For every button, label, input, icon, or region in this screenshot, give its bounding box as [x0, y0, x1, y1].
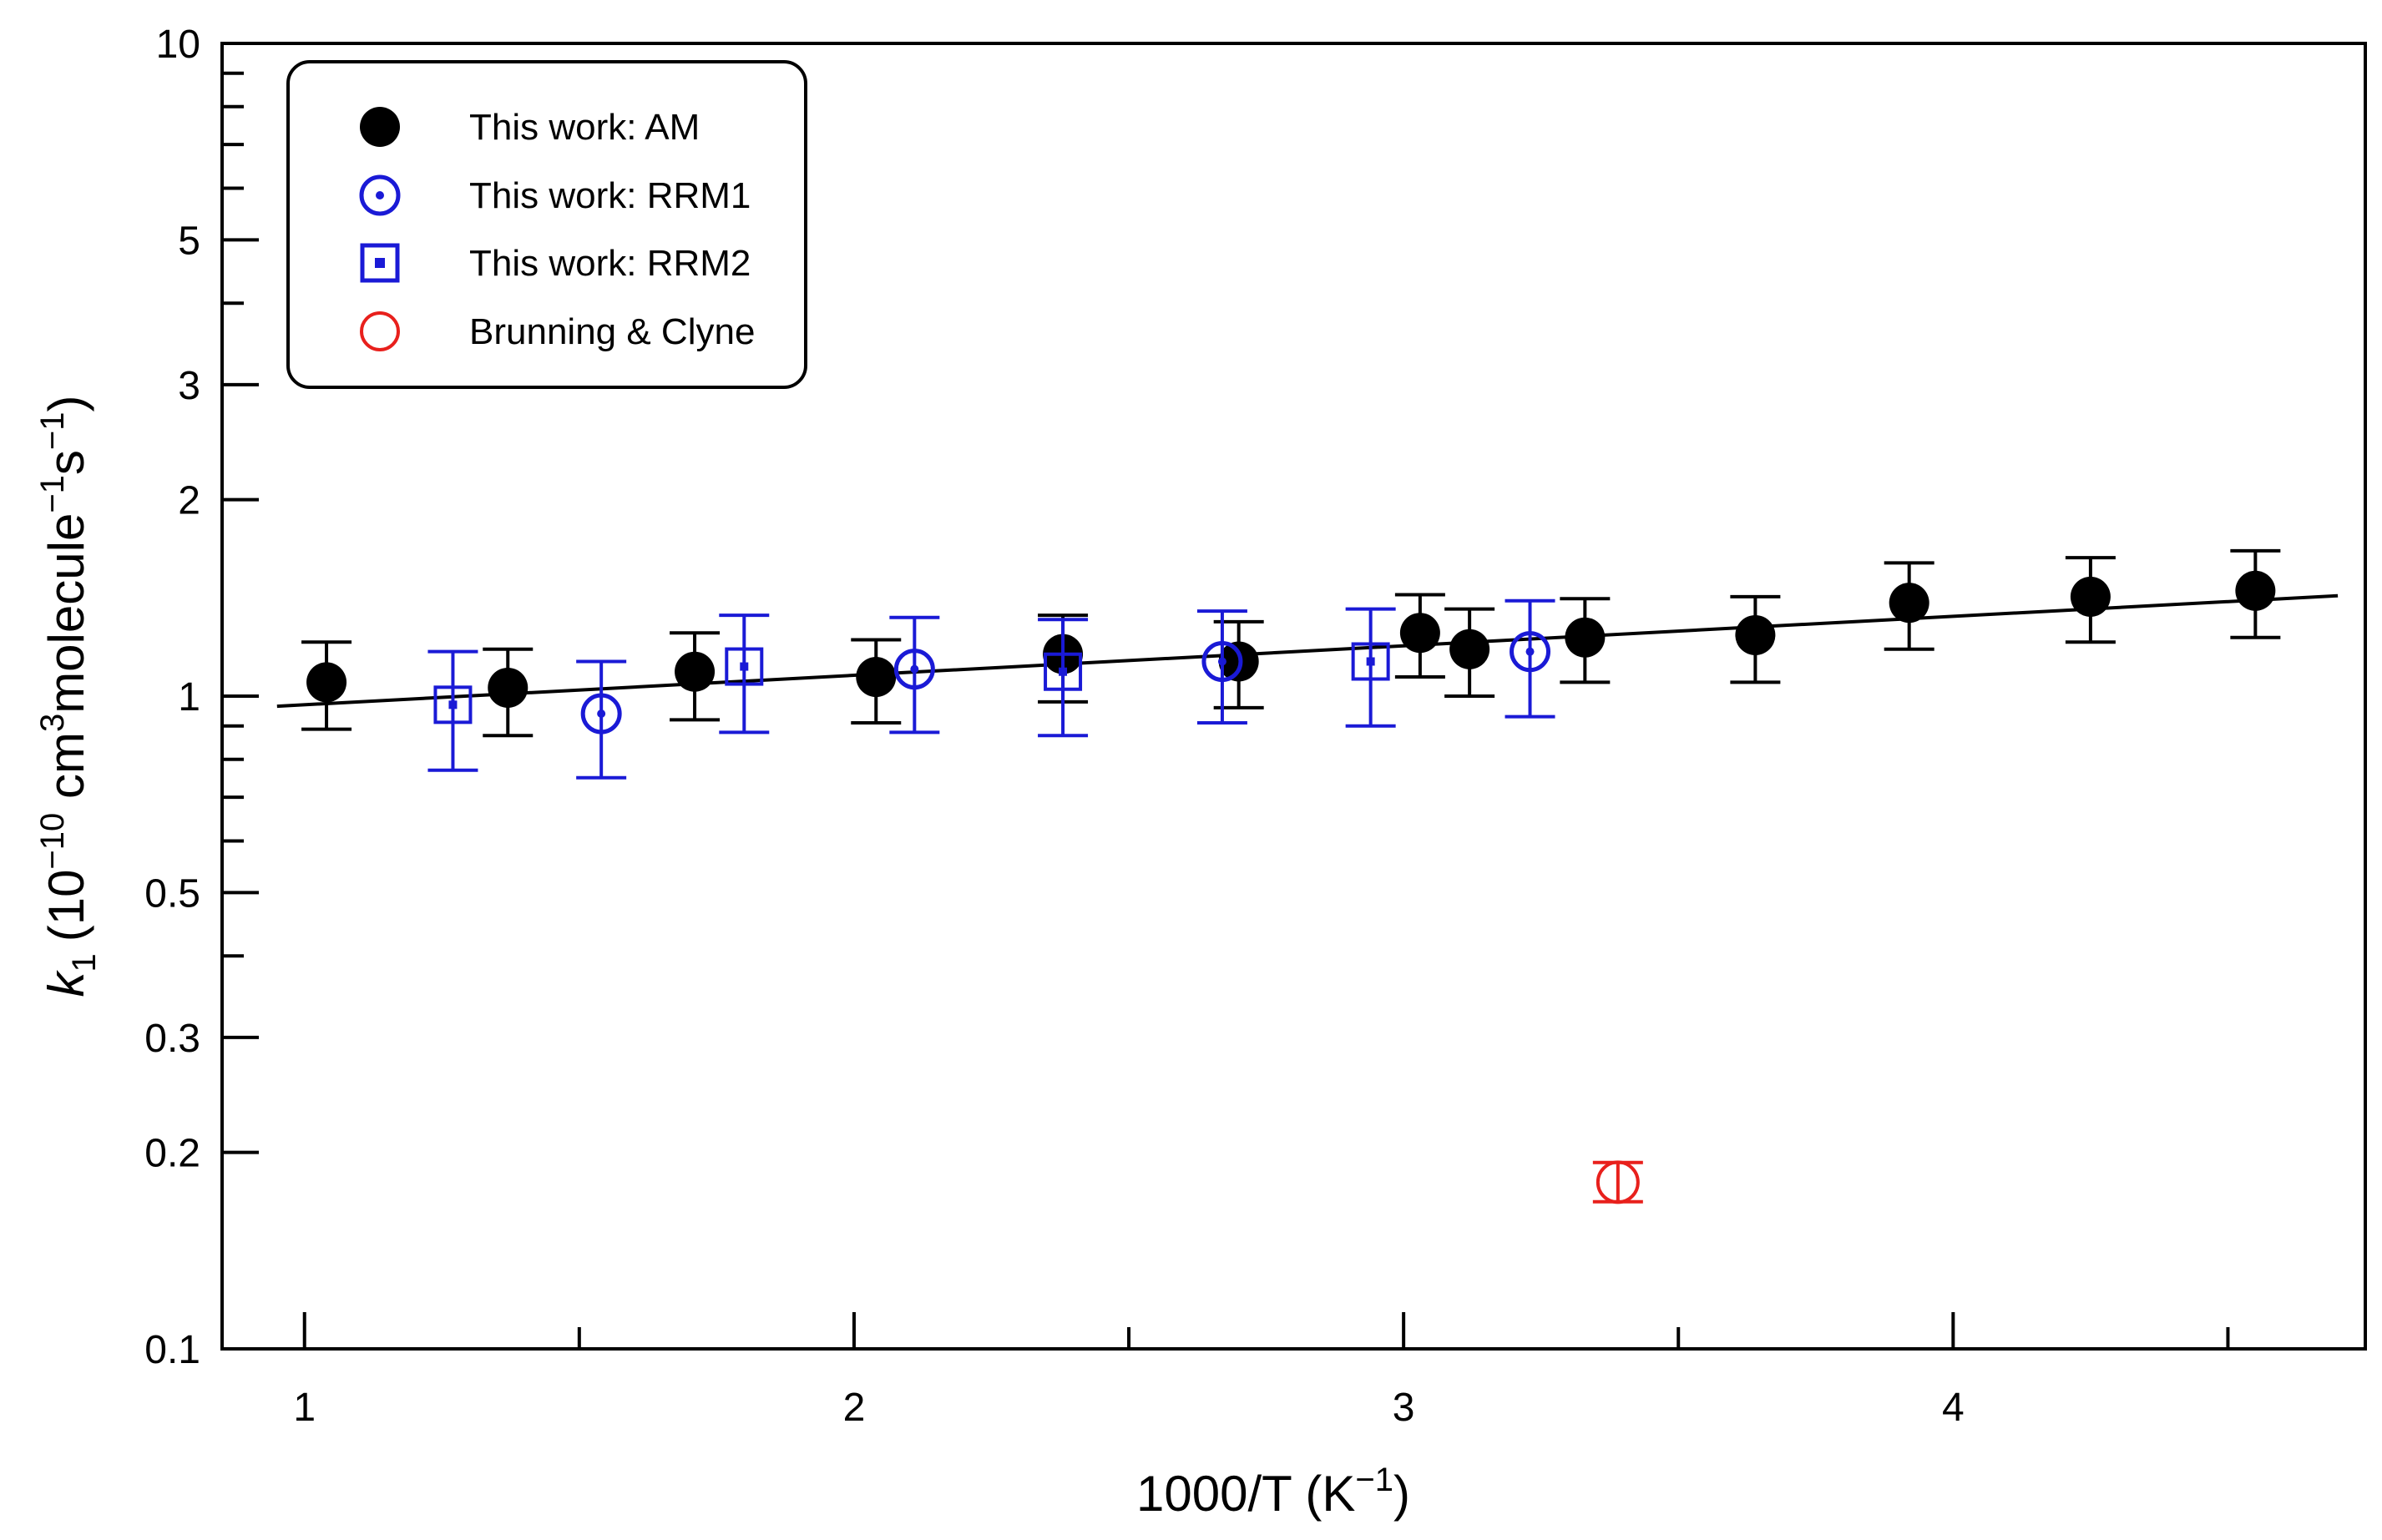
legend-label-rrm2: This work: RRM2 [469, 243, 751, 284]
rrm2-point-dot [1366, 657, 1375, 666]
rrm2-point-dot [740, 662, 749, 671]
am-point [1565, 617, 1606, 658]
y-axis-title-exp1: −10 [34, 813, 71, 870]
rrm2-point [433, 685, 473, 725]
y-tick-label: 5 [178, 219, 200, 263]
legend-marker-brunning-clyne [360, 311, 400, 351]
am-point [306, 662, 347, 703]
legend-item-am: This work: AM [360, 107, 700, 148]
y-tick-label: 0.2 [144, 1132, 200, 1176]
y-tick-label: 10 [156, 23, 200, 67]
am-point [2070, 576, 2111, 617]
y-tick-label: 2 [178, 479, 200, 523]
y-tick-label: 3 [178, 364, 200, 408]
rrm1-point [1510, 631, 1551, 673]
legend-marker-rrm2-dot [375, 258, 385, 268]
y-axis-title-unit-b: molecule [38, 513, 94, 714]
x-axis-title: 1000/T (K−1) [1136, 1462, 1410, 1522]
legend-label-am: This work: AM [469, 107, 700, 148]
legend-marker-rrm1-ring [359, 174, 401, 216]
brunning-clyne-point [1596, 1160, 1640, 1204]
y-tick-label: 0.1 [144, 1328, 200, 1372]
y-axis-title-open: (10 [38, 870, 94, 942]
legend-item-brunning-clyne: Brunning & Clyne [360, 311, 755, 352]
y-axis-title-unit-c: s [38, 450, 94, 475]
legend-marker-rrm2-square [360, 243, 400, 283]
y-tick-label: 0.3 [144, 1017, 200, 1061]
rrm2-point [1351, 642, 1390, 681]
am-point [856, 657, 897, 698]
legend-item-rrm2: This work: RRM2 [360, 243, 751, 284]
rrm1-point [1201, 640, 1243, 682]
x-tick-label: 3 [1393, 1386, 1415, 1430]
y-axis-title-unit-a: cm [38, 732, 94, 813]
rrm2-point-dot [448, 700, 458, 709]
legend-box [286, 60, 807, 389]
y-axis-title-exp3: −1 [34, 475, 71, 513]
rrm2-point-dot [1059, 667, 1068, 676]
x-axis-title-close: ) [1393, 1466, 1410, 1522]
legend-marker-am [360, 107, 400, 147]
y-axis-title: k1(10−10 cm3molecule−1s−1) [34, 395, 103, 997]
y-axis-title-exp2: 3 [34, 714, 71, 732]
am-point [2235, 570, 2276, 611]
x-tick-label: 2 [843, 1386, 866, 1430]
legend-label-rrm1: This work: RRM1 [469, 175, 751, 216]
am-point [675, 651, 716, 692]
legend: This work: AM This work: RRM1 This work:… [286, 60, 807, 389]
fit-line [276, 593, 2339, 709]
legend-marker-rrm1-dot [376, 191, 384, 199]
rrm1-point-dot [1217, 657, 1226, 666]
rrm1-point-dot [597, 709, 606, 719]
y-axis-title-subscript: 1 [66, 953, 103, 972]
am-point [1889, 583, 1929, 624]
x-axis-title-main: 1000/T (K [1136, 1466, 1355, 1522]
y-tick-label: 1 [178, 675, 200, 720]
legend-item-rrm1: This work: RRM1 [359, 174, 751, 216]
am-point [1449, 629, 1490, 669]
fit-line-group [276, 593, 2339, 709]
legend-label-brunning-clyne: Brunning & Clyne [469, 311, 755, 352]
rrm2-point [1044, 652, 1083, 691]
x-tick-label: 1 [293, 1386, 316, 1430]
rrm2-point [725, 647, 764, 686]
am-point [488, 667, 528, 708]
rrm1-point-dot [910, 664, 919, 674]
x-tick-label: 4 [1942, 1386, 1965, 1430]
rrm1-point-dot [1525, 647, 1535, 656]
data-points [301, 548, 2281, 1204]
axis-ticks: 1 2 3 4 0.1 0.2 0.3 0.5 1 2 3 5 10 [144, 23, 2230, 1430]
y-axis-title-exp4: −1 [34, 412, 71, 450]
y-axis-title-close: ) [38, 395, 94, 412]
y-axis-title-symbol: k [38, 970, 94, 997]
rrm1-point [580, 693, 622, 735]
am-point [1399, 613, 1440, 654]
am-point [1735, 614, 1776, 655]
rrm1-point [893, 649, 935, 690]
y-tick-label: 0.5 [144, 871, 200, 916]
x-axis-title-exp: −1 [1355, 1462, 1393, 1498]
